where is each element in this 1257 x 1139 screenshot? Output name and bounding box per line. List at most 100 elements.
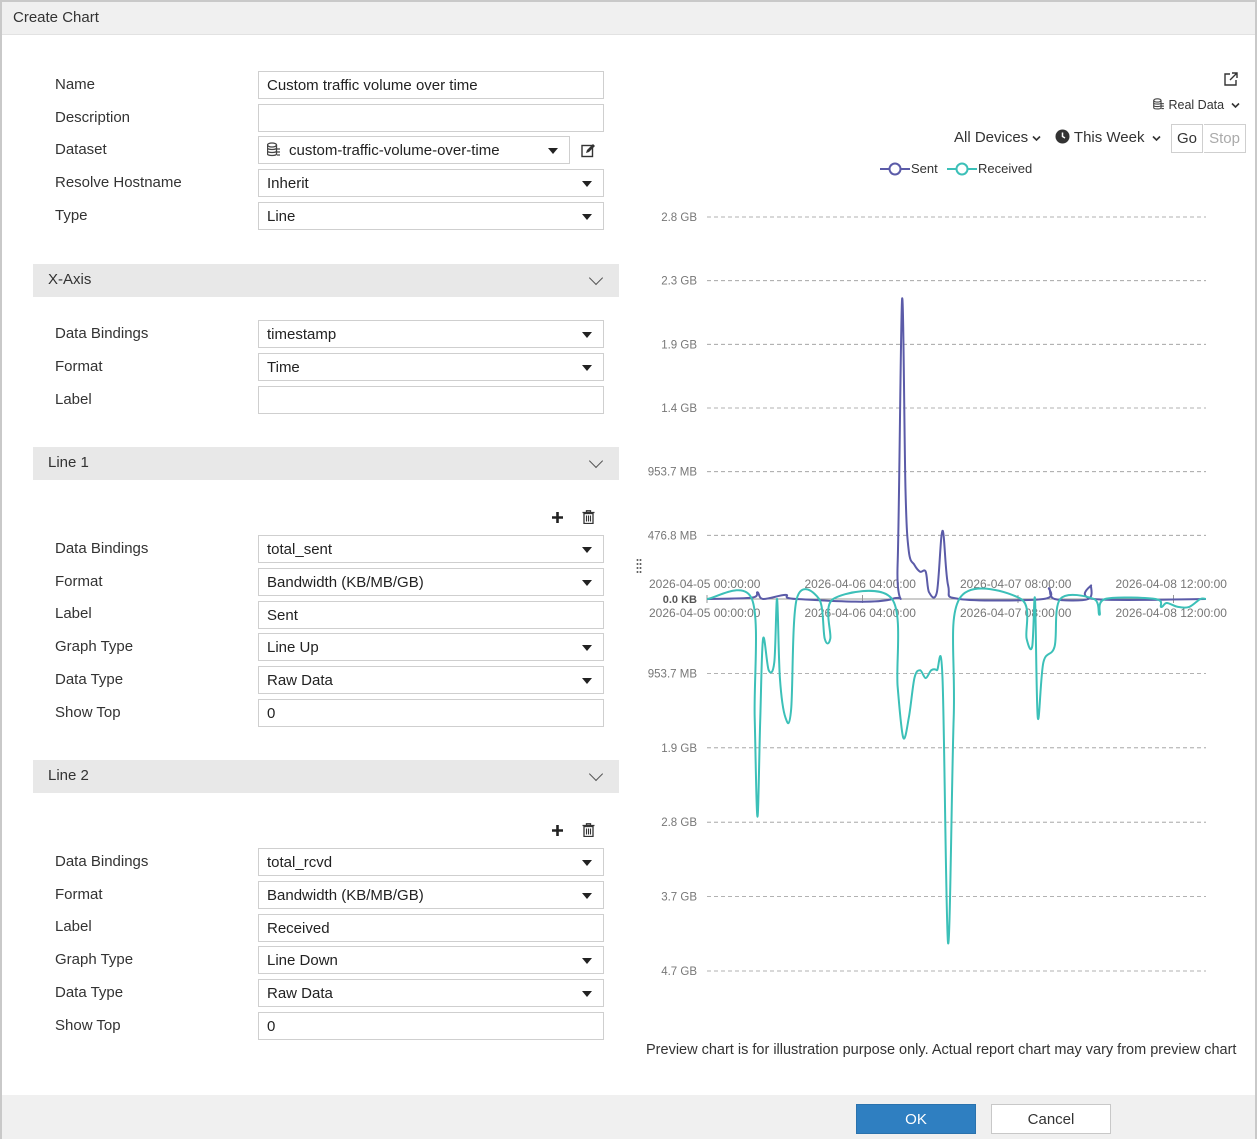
ok-button[interactable]: OK [856,1104,976,1134]
devices-dropdown[interactable]: All Devices [954,129,1041,146]
line1-data-type-label: Data Type [55,671,124,688]
add-line-icon[interactable] [551,511,564,524]
x-tick-label: 2026-04-08 12:00:00 [1116,606,1228,620]
devices-label: All Devices [954,129,1029,146]
line1-show-top-input[interactable]: 0 [258,699,604,727]
y-tick-label: 3.7 GB [661,892,697,904]
legend-received-label[interactable]: Received [978,161,1033,176]
line1-label-input[interactable]: Sent [258,601,604,629]
line2-graph-type-select[interactable]: Line Down [258,946,604,974]
name-label: Name [55,76,96,93]
legend-sent-label[interactable]: Sent [911,161,938,176]
dataset-value: custom-traffic-volume-over-time [289,142,500,159]
name-input[interactable]: Custom traffic volume over time [258,71,604,99]
resize-handle-icon[interactable] [636,558,642,574]
chevron-down-icon [1152,135,1161,142]
x-tick-label: 2026-04-05 00:00:00 [649,606,761,620]
x-tick-label: 2026-04-07 08:00:00 [960,606,1072,620]
xaxis-label-label: Label [55,391,92,408]
dataset-select[interactable]: custom-traffic-volume-over-time [258,136,570,164]
line2-bindings-label: Data Bindings [55,853,149,870]
time-period-label: This Week [1073,129,1145,146]
line1-show-top-label: Show Top [55,704,121,721]
y-tick-label: 476.8 MB [648,530,698,542]
xaxis-label-input[interactable] [258,386,604,414]
x-axis-section-title: X-Axis [48,271,92,288]
type-select[interactable]: Line [258,202,604,230]
edit-dataset-icon[interactable] [581,143,596,158]
chevron-down-icon [1230,102,1240,109]
x-tick-label: 2026-04-06 04:00:00 [805,606,917,620]
line2-bindings-select[interactable]: total_rcvd [258,848,604,876]
clock-icon [1055,129,1070,144]
preview-footnote: Preview chart is for illustration purpos… [646,1042,1237,1058]
x-tick-label: 2026-04-08 12:00:00 [1116,577,1228,591]
series-line-sent [706,297,1207,603]
y-tick-label: 953.7 MB [648,668,698,680]
y-tick-label: 1.9 GB [661,339,697,351]
line2-show-top-label: Show Top [55,1017,121,1034]
stop-button[interactable]: Stop [1204,124,1246,153]
x-tick-label: 2026-04-07 08:00:00 [960,577,1072,591]
line2-format-select[interactable]: Bandwidth (KB/MB/GB) [258,881,604,909]
xaxis-bindings-label: Data Bindings [55,325,149,342]
traffic-line-chart: 2.8 GB 2.3 GB 1.9 GB 1.4 GB 953.7 MB 476.8 MB… [648,212,1228,978]
go-button[interactable]: Go [1171,124,1203,153]
x-axis-section-header[interactable]: X-Axis [33,264,619,297]
y-tick-label: 2.8 GB [661,212,697,224]
time-period-dropdown[interactable]: This Week [1055,129,1161,146]
chevron-down-icon [588,453,604,469]
dialog-title: Create Chart [13,9,99,26]
chevron-down-icon [588,766,604,782]
resolve-hostname-label: Resolve Hostname [55,174,182,191]
line1-bindings-select[interactable]: total_sent [258,535,604,563]
line1-graph-type-select[interactable]: Line Up [258,633,604,661]
real-data-label: Real Data [1168,98,1225,112]
add-line-icon[interactable] [551,824,564,837]
line2-data-type-select[interactable]: Raw Data [258,979,604,1007]
legend-received-marker [947,162,977,176]
line1-section-title: Line 1 [48,454,89,471]
chevron-down-icon [588,270,604,286]
line2-data-type-label: Data Type [55,984,124,1001]
line2-section-header[interactable]: Line 2 [33,760,619,793]
line1-data-type-select[interactable]: Raw Data [258,666,604,694]
y-tick-label: 953.7 MB [648,467,698,479]
line1-graph-type-label: Graph Type [55,638,134,655]
line1-section-header[interactable]: Line 1 [33,447,619,480]
trash-icon[interactable] [582,510,595,524]
cancel-button[interactable]: Cancel [991,1104,1111,1134]
legend-sent-marker [880,162,910,176]
line1-bindings-label: Data Bindings [55,540,149,557]
database-icon [267,142,280,157]
xaxis-format-select[interactable]: Time [258,353,604,381]
line1-format-select[interactable]: Bandwidth (KB/MB/GB) [258,568,604,596]
dataset-label: Dataset [55,141,107,158]
line2-label-label: Label [55,918,92,935]
zero-label: 0.0 KB [663,594,697,606]
external-link-icon[interactable] [1224,72,1238,86]
trash-icon[interactable] [582,823,595,837]
real-data-dropdown[interactable]: Real Data [1153,98,1240,112]
chevron-down-icon [1032,135,1041,142]
dialog-titlebar: Create Chart [2,2,1255,35]
line2-show-top-input[interactable]: 0 [258,1012,604,1040]
x-tick-label: 2026-04-05 00:00:00 [649,577,761,591]
xaxis-bindings-select[interactable]: timestamp [258,320,604,348]
xaxis-format-label: Format [55,358,103,375]
y-tick-label: 4.7 GB [661,966,697,978]
y-tick-label: 1.4 GB [661,403,697,415]
description-label: Description [55,109,131,126]
y-tick-label: 2.3 GB [661,276,697,288]
resolve-hostname-select[interactable]: Inherit [258,169,604,197]
x-tick-label: 2026-04-06 04:00:00 [805,577,917,591]
description-input[interactable] [258,104,604,132]
line2-label-input[interactable]: Received [258,914,604,942]
y-tick-label: 1.9 GB [661,743,697,755]
line2-format-label: Format [55,886,103,903]
line1-label-label: Label [55,605,92,622]
type-label: Type [55,207,88,224]
database-icon [1153,98,1164,110]
line1-format-label: Format [55,573,103,590]
